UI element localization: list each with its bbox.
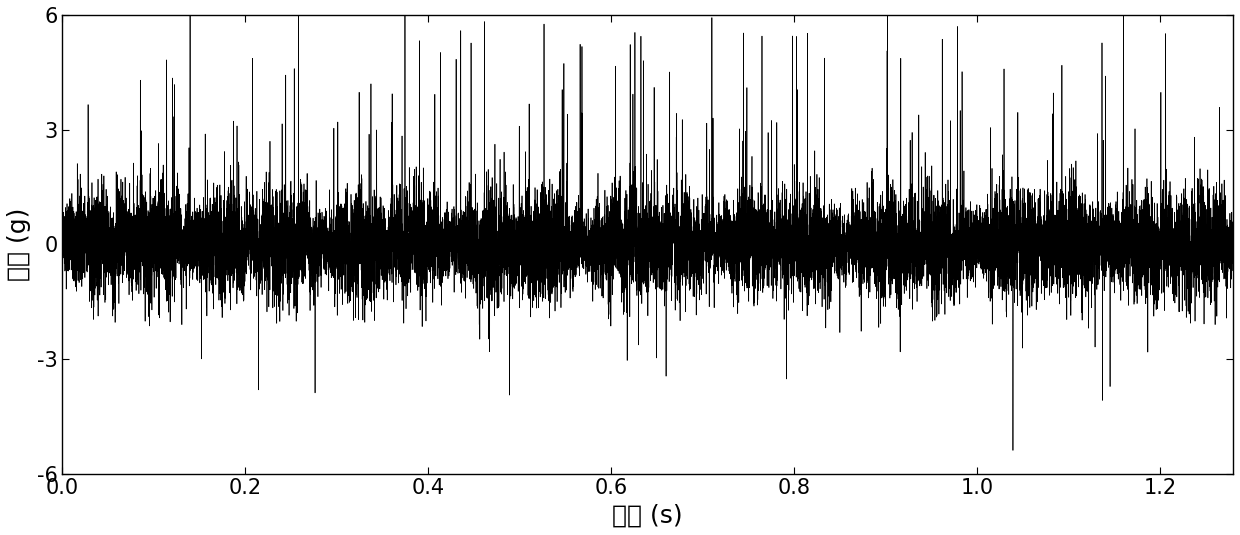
X-axis label: 时间 (s): 时间 (s) [613,504,683,528]
Y-axis label: 幅値 (g): 幅値 (g) [7,208,31,281]
